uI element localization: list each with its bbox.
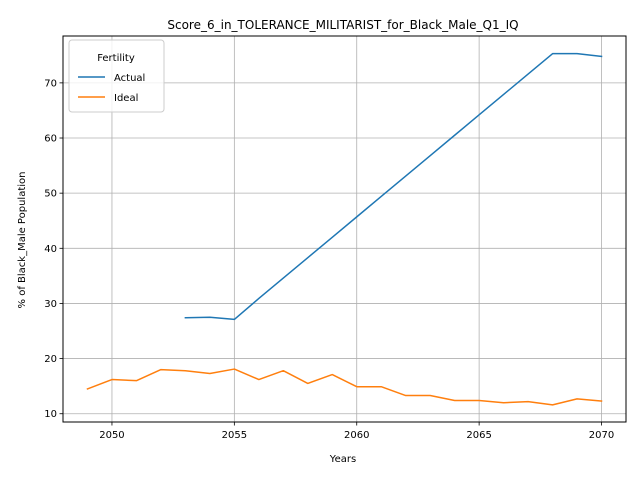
legend-box: [68, 39, 165, 113]
series-line-actual: [184, 52, 603, 321]
y-tick-label: 40: [44, 244, 57, 255]
plot-frame: [62, 35, 627, 423]
x-tick-label: 2050: [99, 430, 124, 441]
series-line-ideal: [86, 368, 603, 406]
x-tick-label: 2065: [466, 430, 491, 441]
legend-label-ideal: Ideal: [114, 93, 138, 104]
x-tick-label: 2070: [589, 430, 614, 441]
x-axis-label: Years: [329, 454, 356, 465]
y-tick-label: 20: [44, 354, 57, 365]
y-tick-label: 70: [44, 78, 57, 89]
y-tick-label: 30: [44, 299, 57, 310]
y-tick-label: 10: [44, 409, 57, 420]
x-tick-label: 2055: [222, 430, 247, 441]
y-tick-label: 50: [44, 189, 57, 200]
y-tick-label: 60: [44, 134, 57, 145]
legend-label-actual: Actual: [114, 73, 145, 84]
grid-lines: [63, 36, 626, 422]
axis-ticks: 2050 2055 2060 2065 2070 10 20 30 40 50 60 70: [44, 78, 614, 441]
y-axis-label: % of Black_Male Population: [17, 172, 28, 309]
chart-title: Score_6_in_TOLERANCE_MILITARIST_for_Blac…: [167, 18, 518, 32]
legend: Fertility Actual Ideal: [68, 39, 165, 113]
series-layer: [86, 52, 603, 406]
x-tick-label: 2060: [344, 430, 369, 441]
legend-title: Fertility: [97, 53, 135, 64]
